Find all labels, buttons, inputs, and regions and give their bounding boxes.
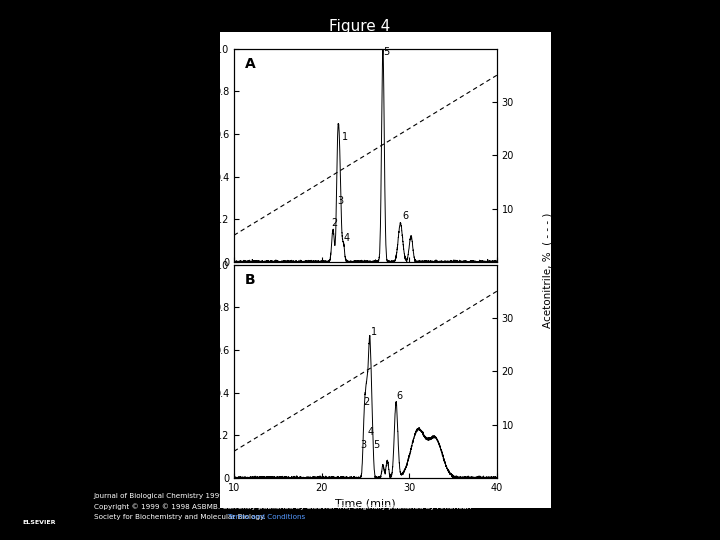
Text: 6: 6 <box>402 211 408 221</box>
Text: Journal of Biological Chemistry 1999 274:2511-2517 DOI: (10.1074/jbc.274.4.2511): Journal of Biological Chemistry 1999 274… <box>94 492 395 499</box>
Text: 2: 2 <box>363 397 369 407</box>
Text: Society for Biochemistry and Molecular Biology.: Society for Biochemistry and Molecular B… <box>94 514 269 520</box>
Text: 3: 3 <box>361 440 366 450</box>
Text: A: A <box>245 57 256 71</box>
Text: Copyright © 1999 © 1998 ASBMB. Currently published by Elsevier Inc; originally p: Copyright © 1999 © 1998 ASBMB. Currently… <box>94 503 471 510</box>
Text: 3: 3 <box>337 197 343 206</box>
Text: ELSEVIER: ELSEVIER <box>23 520 56 525</box>
Text: 5: 5 <box>373 440 379 450</box>
Text: Acetonitrile, %  ( - - - ): Acetonitrile, % ( - - - ) <box>542 212 552 328</box>
Text: Figure 4: Figure 4 <box>329 19 391 34</box>
Text: 1: 1 <box>371 327 377 337</box>
Text: Terms and Conditions: Terms and Conditions <box>228 514 305 520</box>
X-axis label: Time (min): Time (min) <box>335 498 396 508</box>
Text: B: B <box>245 273 255 287</box>
Text: 🌳: 🌳 <box>35 487 45 505</box>
Text: A 206nm  ( — ): A 206nm ( — ) <box>179 231 189 309</box>
Text: 4: 4 <box>367 427 373 437</box>
Text: 4: 4 <box>344 233 350 242</box>
Text: 6: 6 <box>397 391 402 401</box>
Text: 2: 2 <box>330 218 337 228</box>
Text: 5: 5 <box>383 47 390 57</box>
Text: 1: 1 <box>342 132 348 143</box>
